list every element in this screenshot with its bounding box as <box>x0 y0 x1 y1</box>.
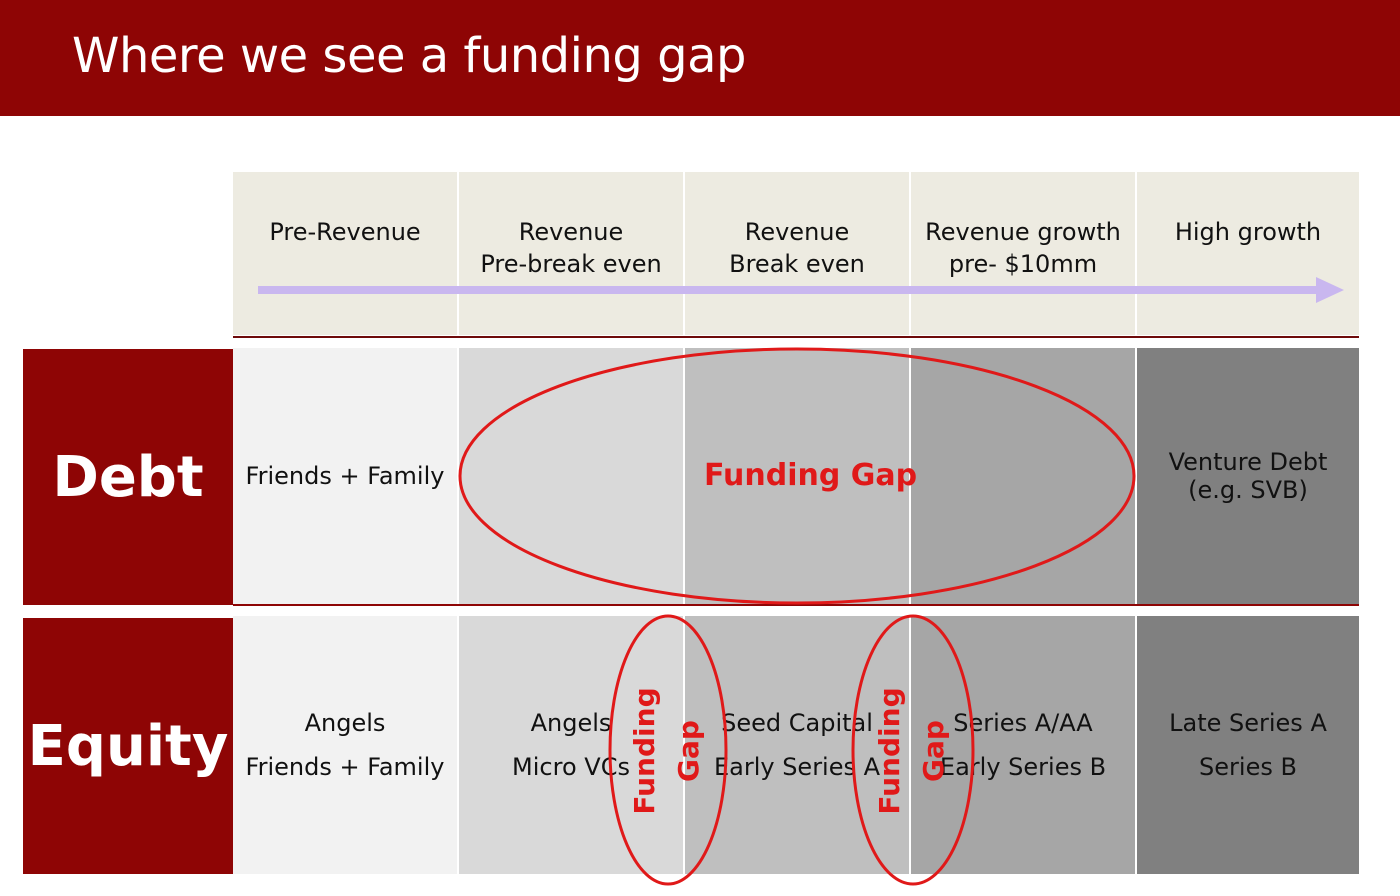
header-divider <box>233 336 1359 338</box>
equity-cell-pre-break-even: Angels Micro VCs <box>459 616 683 874</box>
stage-progress-arrow <box>258 277 1344 303</box>
stage-label: Pre-Revenue <box>269 218 421 246</box>
debt-cell-pre-revenue: Friends + Family <box>233 348 457 604</box>
equity-funding-gap-ellipse-1 <box>608 614 728 886</box>
stage-label: High growth <box>1174 218 1322 246</box>
equity-cell-revenue-growth: Series A/AA Early Series B <box>911 616 1135 874</box>
stage-header-revenue-growth: Revenue growth pre- $10mm <box>911 172 1135 335</box>
debt-row-divider <box>233 604 1359 606</box>
debt-cell-break-even <box>685 348 909 604</box>
stage-label: Revenue Break even <box>729 218 865 278</box>
equity-funding-gap-label-1: Funding Gap <box>628 687 705 815</box>
stage-header-high-growth: High growth <box>1137 172 1359 335</box>
equity-cell-high-growth: Late Series A Series B <box>1137 616 1359 874</box>
debt-funding-gap-ellipse <box>458 347 1136 605</box>
page-title: Where we see a funding gap <box>72 28 746 84</box>
row-label-equity: Equity <box>23 618 233 874</box>
row-label-debt: Debt <box>23 349 233 605</box>
debt-cell-pre-break-even <box>459 348 683 604</box>
stage-label: Revenue Pre-break even <box>480 218 662 278</box>
equity-cell-break-even: Seed Capital Early Series A <box>685 616 909 874</box>
equity-funding-gap-label-2: Funding Gap <box>873 687 950 815</box>
stage-label: Revenue growth pre- $10mm <box>925 218 1121 278</box>
stage-header-revenue-pre-break-even: Revenue Pre-break even <box>459 172 683 335</box>
equity-cell-pre-revenue: Angels Friends + Family <box>233 616 457 874</box>
debt-funding-gap-label: Funding Gap <box>704 458 918 493</box>
title-banner: Where we see a funding gap <box>0 0 1400 116</box>
stage-header-pre-revenue: Pre-Revenue <box>233 172 457 335</box>
equity-funding-gap-ellipse-2 <box>851 614 975 886</box>
stage-header-revenue-break-even: Revenue Break even <box>685 172 909 335</box>
debt-cell-revenue-growth <box>911 348 1135 604</box>
debt-cell-high-growth: Venture Debt (e.g. SVB) <box>1137 348 1359 604</box>
